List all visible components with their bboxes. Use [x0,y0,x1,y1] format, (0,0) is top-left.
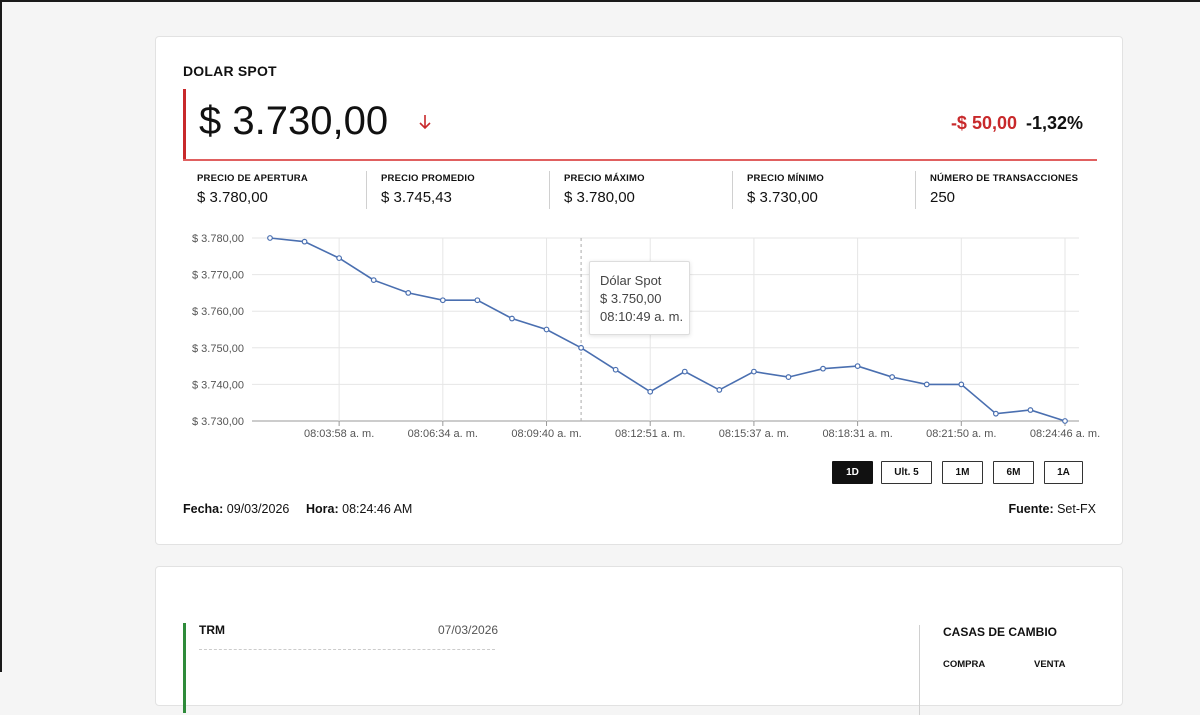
data-point [405,289,412,296]
x-tick-label: 08:12:51 a. m. [615,428,685,440]
data-point [681,368,688,375]
range-button-1d[interactable]: 1D [832,461,873,484]
y-tick-label: $ 3.730,00 [192,416,244,428]
data-point [751,368,757,375]
price-change-absolute: -$ 50,00 [950,113,1017,133]
stat-label: PRECIO DE APERTURA [197,173,308,184]
price-accent-bar [183,89,186,159]
trm-date: 07/03/2026 [438,623,499,637]
stat-value: $ 3.780,00 [197,189,268,206]
footer-time: Hora: 08:24:46 AM [306,502,412,516]
source-label: Fuente: [1008,502,1054,516]
y-tick-label: $ 3.760,00 [192,306,244,318]
data-point [543,326,550,333]
stat-value: $ 3.780,00 [564,189,635,206]
data-point [923,381,930,388]
data-point [820,365,826,372]
x-tick-label: 08:18:31 a. m. [822,428,892,440]
card-title: DOLAR SPOT [183,63,277,79]
x-tick-label: 08:21:50 a. m. [926,428,996,440]
data-point [716,386,723,393]
stat-value: $ 3.745,43 [381,189,452,206]
stat-label: PRECIO MÍNIMO [747,173,825,184]
stat-max-price: PRECIO MÁXIMO $ 3.780,00 [549,171,732,209]
data-point [1062,418,1068,424]
y-tick-label: $ 3.750,00 [192,343,244,355]
time-value: 08:24:46 AM [342,502,413,516]
tooltip-time: 08:10:49 a. m. [600,309,684,324]
window-left-edge [0,0,2,672]
data-point [992,410,999,417]
column-header-sell: VENTA [1034,659,1066,670]
data-point [647,388,654,395]
price-line-chart[interactable]: $ 3.730,00 $ 3.740,00 $ 3.750,00 $ 3.760,00… [156,225,1122,450]
data-point [854,363,861,370]
x-tick-label: 08:24:46 a. m. [1030,428,1100,440]
tooltip-series: Dólar Spot [600,273,662,288]
range-button-6m[interactable]: 6M [993,461,1034,484]
data-point [474,297,481,304]
range-button-1m[interactable]: 1M [942,461,983,484]
stat-min-price: PRECIO MÍNIMO $ 3.730,00 [732,171,915,209]
trm-card: TRM 07/03/2026 CASAS DE CAMBIO COMPRA VE… [155,566,1123,715]
data-point [612,366,619,373]
y-tick-label: $ 3.780,00 [192,233,244,245]
chart-tooltip: Dólar Spot $ 3.750,00 08:10:49 a. m. [589,261,690,335]
x-tick-label: 08:06:34 a. m. [408,428,478,440]
data-point [578,344,584,351]
stat-transactions: NÚMERO DE TRANSACCIONES 250 [915,171,1097,209]
data-point [370,277,377,283]
data-point [785,374,792,380]
range-button-ult5[interactable]: Ult. 5 [881,461,932,484]
stats-row: PRECIO DE APERTURA $ 3.780,00 PRECIO PRO… [183,171,1097,211]
y-tick-label: $ 3.770,00 [192,270,244,282]
data-point [301,238,308,245]
window-top-edge [0,0,1200,2]
time-label: Hora: [306,502,339,516]
trm-accent-bar [183,623,186,713]
stat-value: $ 3.730,00 [747,189,818,206]
price-change-percent: -1,32% [1025,113,1083,133]
stat-label: PRECIO MÁXIMO [564,173,645,184]
price-row: $ 3.730,00 -$ 50,00 -1,32% [183,89,1097,161]
data-point [1027,407,1034,413]
date-label: Fecha: [183,502,224,516]
column-header-buy: COMPRA [943,659,986,670]
footer-source: Fuente: Set-FX [1008,502,1096,516]
source-value: Set-FX [1057,502,1096,516]
data-point [267,235,273,241]
trm-divider [199,649,495,650]
stat-opening-price: PRECIO DE APERTURA $ 3.780,00 [183,171,366,209]
trm-title: TRM [199,623,225,637]
x-tick-label: 08:09:40 a. m. [511,428,581,440]
dolar-spot-card: DOLAR SPOT $ 3.730,00 -$ 50,00 -1,32% PR… [155,36,1123,545]
current-price: $ 3.730,00 [199,99,389,143]
down-arrow-icon [419,115,431,130]
section-separator [919,625,920,715]
data-point [958,381,965,388]
x-tick-label: 08:15:37 a. m. [719,428,789,440]
stat-label: NÚMERO DE TRANSACCIONES [930,173,1079,184]
data-point [889,374,896,380]
stat-value: 250 [930,189,956,206]
series-line [269,237,1066,422]
tooltip-value: $ 3.750,00 [600,291,662,306]
y-tick-label: $ 3.740,00 [192,379,244,391]
date-value: 09/03/2026 [226,502,290,516]
data-point [336,255,343,262]
stat-average-price: PRECIO PROMEDIO $ 3.745,43 [366,171,549,209]
range-button-1a[interactable]: 1A [1044,461,1083,484]
x-tick-label: 08:03:58 a. m. [304,428,374,440]
data-point [439,297,446,304]
footer-date: Fecha: 09/03/2026 [183,502,289,516]
casas-de-cambio-title: CASAS DE CAMBIO [943,625,1058,639]
data-point [509,315,515,322]
stat-label: PRECIO PROMEDIO [381,173,475,184]
